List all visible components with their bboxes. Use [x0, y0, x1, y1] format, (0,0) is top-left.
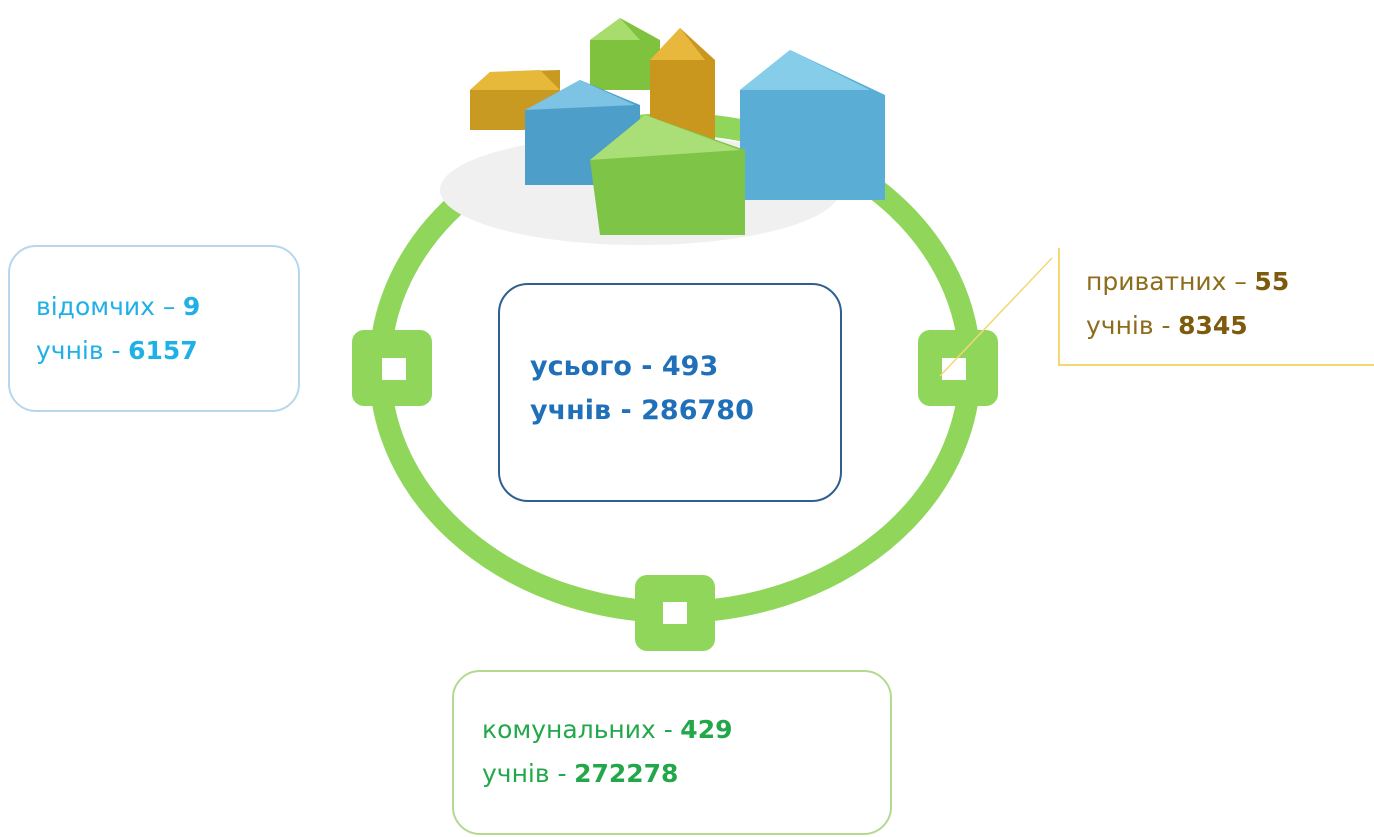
pupils: 8345 — [1178, 311, 1248, 340]
label: комунальних - — [482, 715, 673, 744]
label: відомчих – — [36, 292, 176, 321]
count: 9 — [182, 292, 201, 321]
private-box: приватних –55 учнів -8345 — [1058, 248, 1374, 366]
communal-box: комунальних -429 учнів -272278 — [452, 670, 892, 835]
total-pupils: учнів - 286780 — [530, 395, 754, 426]
label: приватних – — [1086, 267, 1247, 296]
pupils: 272278 — [574, 759, 679, 788]
count: 55 — [1254, 267, 1290, 296]
label: учнів - — [1086, 311, 1171, 340]
departmental-box: відомчих –9 учнів -6157 — [8, 245, 300, 412]
pupils: 6157 — [128, 336, 198, 365]
connectors — [352, 330, 998, 651]
label: учнів - — [36, 336, 121, 365]
houses — [440, 18, 885, 245]
label: учнів - — [482, 759, 567, 788]
pointer — [939, 257, 1053, 377]
total: усього - 493 — [530, 351, 719, 382]
total-box: усього - 493 учнів - 286780 — [498, 283, 842, 502]
count: 429 — [680, 715, 733, 744]
